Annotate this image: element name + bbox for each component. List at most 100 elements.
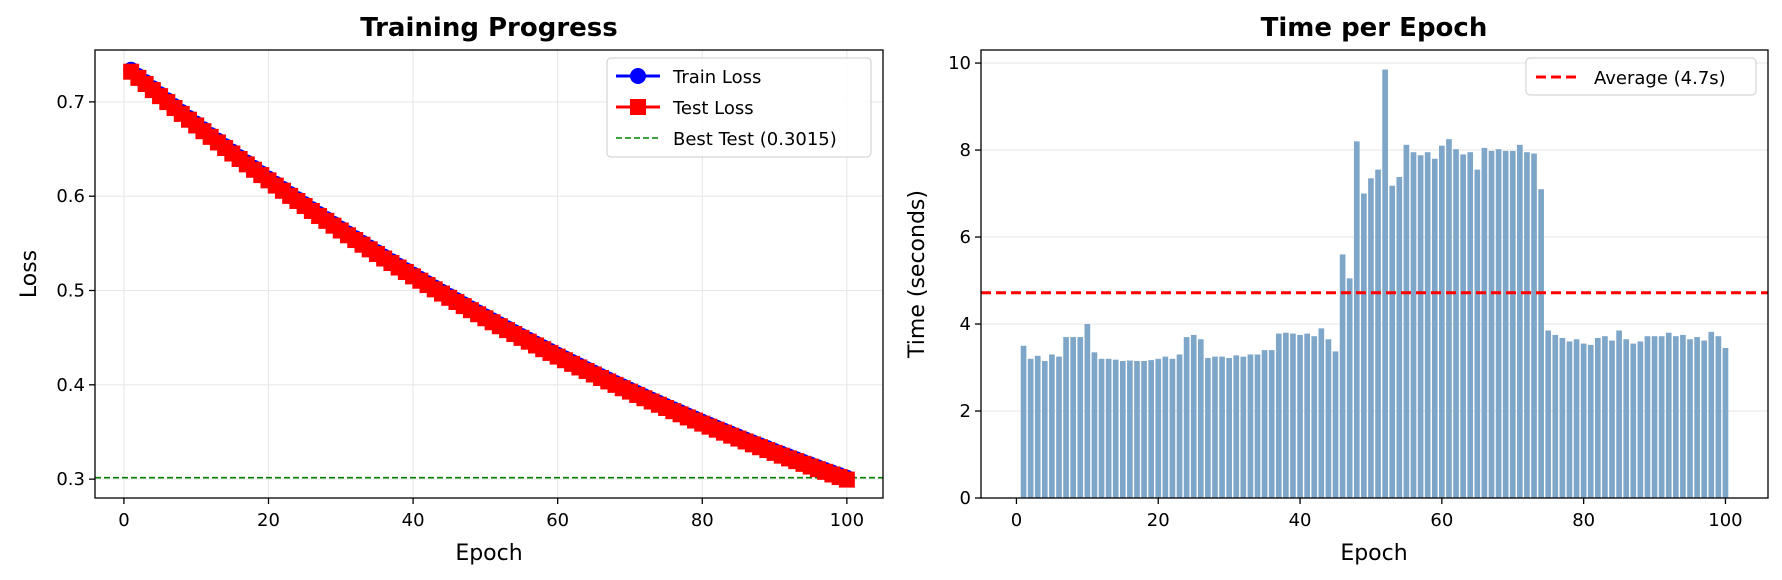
loss-chart-ticks: 0 20 40 60 80 100 0.3 0.4 0.5 0.6 0.7 [56, 92, 864, 531]
time-bar [1134, 360, 1140, 498]
time-bar [1694, 337, 1700, 498]
time-x-tick-label: 60 [1430, 510, 1453, 531]
time-bar [1020, 345, 1027, 498]
legend-train-label: Train Loss [672, 67, 761, 88]
test-loss-point [838, 471, 855, 488]
time-y-tick-label: 6 [960, 227, 971, 248]
time-bar [1247, 354, 1254, 498]
time-bar [1318, 328, 1325, 498]
legend-best-label: Best Test (0.3015) [673, 129, 837, 150]
time-x-tick-label: 20 [1147, 510, 1170, 531]
time-bar [1566, 341, 1573, 498]
time-bar [1212, 356, 1218, 498]
loss-chart-title: Training Progress [360, 13, 618, 43]
time-legend: Average (4.7s) [1525, 57, 1757, 96]
time-bar [1148, 360, 1154, 498]
loss-x-axis-label: Epoch [455, 541, 522, 566]
time-bar [1460, 154, 1466, 498]
time-bar [1332, 351, 1339, 498]
time-bar [1119, 360, 1126, 498]
time-x-tick-label: 40 [1289, 510, 1312, 531]
time-bar [1672, 336, 1679, 498]
time-chart-title: Time per Epoch [1261, 13, 1488, 43]
time-bar [1602, 336, 1608, 498]
time-bar [1141, 360, 1147, 498]
time-bar [1190, 334, 1197, 498]
time-bar [1559, 337, 1566, 498]
time-bar [1197, 339, 1204, 498]
time-bar [1623, 339, 1630, 498]
time-bar [1552, 334, 1559, 498]
time-bar [1545, 330, 1552, 498]
time-x-tick-label: 0 [1011, 510, 1022, 531]
time-bar [1410, 152, 1417, 498]
time-bar [1644, 336, 1651, 498]
time-bar [1637, 341, 1644, 498]
time-bar [1630, 343, 1637, 498]
time-x-axis-label: Epoch [1340, 541, 1407, 566]
time-bar [1091, 352, 1098, 498]
time-y-axis-label: Time (seconds) [905, 190, 930, 359]
time-bar [1034, 355, 1041, 498]
time-bar [1488, 150, 1495, 498]
time-bar [1155, 358, 1162, 498]
time-bar [1396, 177, 1403, 498]
time-bars [1020, 69, 1729, 499]
time-y-tick-label: 0 [960, 488, 971, 509]
time-bar [1680, 334, 1686, 498]
time-bar [1233, 355, 1240, 498]
time-bar [1311, 336, 1318, 498]
time-bar [1325, 339, 1332, 498]
time-bar [1290, 333, 1296, 498]
time-bar [1261, 350, 1268, 498]
time-legend-box [1525, 57, 1757, 96]
time-bar [1524, 152, 1530, 498]
time-bar [1446, 139, 1452, 499]
time-bar [1665, 332, 1672, 498]
time-chart-frame [980, 49, 1769, 499]
time-bar [1587, 344, 1594, 498]
loss-y-tick-label: 0.7 [56, 92, 85, 113]
time-bar [1708, 331, 1715, 498]
time-bar [1474, 169, 1481, 499]
time-bar [1105, 358, 1112, 498]
loss-x-tick-label: 20 [257, 510, 280, 531]
time-bar [1268, 350, 1275, 498]
time-bar [1502, 150, 1509, 498]
time-bar [1375, 169, 1381, 499]
time-bar [1417, 155, 1424, 499]
time-bar [1339, 254, 1346, 498]
time-y-tick-label: 10 [948, 53, 971, 74]
time-bar [1403, 144, 1410, 499]
time-x-tick-label: 100 [1708, 510, 1742, 531]
time-bar [1176, 354, 1183, 498]
time-bar [1509, 150, 1516, 498]
loss-y-axis-label: Loss [17, 250, 42, 298]
time-bar [1205, 357, 1211, 498]
time-bar [1467, 152, 1474, 498]
time-bar [1595, 337, 1601, 498]
time-bar [1049, 354, 1055, 498]
time-y-tick-label: 8 [960, 140, 971, 161]
legend-train-marker [630, 68, 646, 84]
time-bar [1368, 178, 1374, 499]
time-bar [1169, 358, 1176, 498]
time-bar [1127, 360, 1133, 498]
legend-average-label: Average (4.7s) [1594, 68, 1726, 89]
time-bar [1041, 360, 1048, 498]
time-bar [1389, 185, 1396, 499]
loss-y-tick-label: 0.3 [56, 469, 85, 490]
time-bar [1616, 330, 1622, 498]
time-bar [1162, 356, 1169, 498]
time-bar [1687, 339, 1693, 498]
loss-y-tick-label: 0.5 [56, 281, 85, 302]
loss-x-tick-label: 80 [691, 510, 714, 531]
time-bar [1254, 354, 1261, 498]
time-bar [1283, 332, 1289, 498]
time-bar [1063, 337, 1069, 498]
time-bar [1297, 334, 1303, 498]
time-bar [1609, 340, 1615, 498]
time-bar [1353, 141, 1360, 498]
